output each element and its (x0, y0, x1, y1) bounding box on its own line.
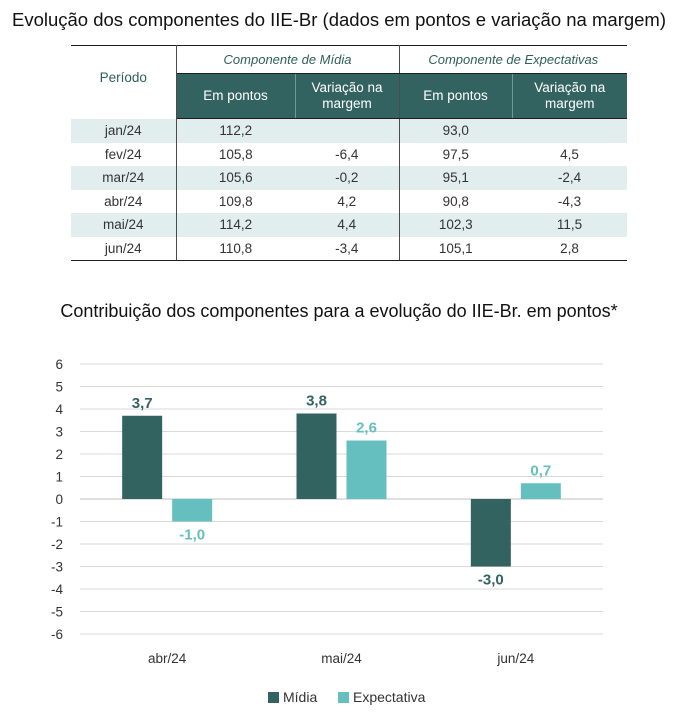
cell-periodo: jan/24 (71, 118, 177, 143)
y-tick-label: 0 (55, 492, 63, 507)
y-tick-label: 3 (55, 425, 63, 440)
cell-midia-variacao: 4,2 (295, 189, 400, 213)
cell-expectativas-variacao: 11,5 (512, 213, 628, 237)
cell-expectativas-variacao: -2,4 (512, 166, 628, 190)
y-tick-label: 5 (55, 380, 63, 395)
data-label: -3,0 (478, 572, 504, 589)
subheader-midia-em-pontos: Em pontos (175, 73, 295, 119)
table-row: abr/24 109,8 4,2 90,8 -4,3 (71, 189, 627, 213)
data-label: 0,7 (530, 462, 551, 479)
cell-expectativas-pontos: 97,5 (442, 146, 469, 162)
cell-midia-pontos: 105,6 (176, 166, 295, 190)
legend-label: Expectativa (353, 689, 426, 705)
cell-midia-pontos: 110,8 (176, 236, 295, 261)
y-tick-label: 6 (55, 357, 63, 372)
cell-expectativas-pontos: 105,1 (399, 236, 513, 261)
group-header-midia: Componente de Mídia (175, 45, 400, 74)
table-row: fev/24 105,8 -6,4 97,5 4,5 (71, 142, 627, 166)
data-label: 2,6 (356, 420, 377, 437)
legend-swatch (338, 692, 349, 703)
cell-expectativas-pontos: 90,8 (442, 193, 469, 209)
data-label: 3,7 (132, 395, 153, 412)
y-tick-label: -3 (51, 560, 63, 575)
chart-title: Contribuição dos componentes para a evol… (60, 301, 618, 321)
y-tick-label: -2 (51, 537, 63, 552)
period-header: Período (71, 45, 177, 119)
bar-expectativa (346, 440, 387, 499)
cell-midia-pontos: 112,2 (176, 118, 295, 143)
cell-expectativas-pontos: 102,3 (399, 213, 513, 237)
x-tick-label: mai/24 (321, 651, 362, 666)
bar-midia (470, 499, 511, 567)
cell-expectativas-pontos: 93,0 (399, 118, 513, 143)
cell-expectativas-variacao (512, 118, 628, 143)
data-label: -1,0 (179, 527, 205, 544)
bar-expectativa (520, 483, 561, 499)
y-tick-label: -4 (51, 582, 63, 597)
cell-midia-pontos: 105,8 (218, 146, 253, 162)
y-tick-label: -5 (51, 605, 63, 620)
components-table: Período Componente de Mídia Componente d… (71, 45, 628, 261)
cell-periodo: mai/24 (71, 213, 177, 237)
group-header-expectativas: Componente de Expectativas (399, 45, 628, 74)
cell-midia-pontos: 114,2 (176, 213, 295, 237)
cell-periodo: mar/24 (71, 166, 177, 190)
table-row: mai/24 114,2 4,4 102,3 11,5 (71, 213, 628, 237)
cell-periodo: abr/24 (71, 189, 177, 213)
bar-midia (122, 415, 163, 499)
y-tick-label: 1 (55, 470, 63, 485)
cell-midia-pontos: 109,8 (218, 193, 253, 209)
subheader-expectativas-variacao: Variação na margem (511, 73, 628, 119)
cell-midia-variacao: -3,4 (295, 236, 400, 261)
cell-expectativas-variacao: 2,8 (512, 236, 628, 261)
cell-expectativas-pontos: 95,1 (399, 166, 513, 190)
bar-expectativa (172, 499, 213, 522)
cell-expectativas-variacao: -4,3 (557, 193, 582, 209)
x-tick-label: abr/24 (148, 651, 187, 666)
y-tick-label: -1 (51, 515, 63, 530)
cell-midia-variacao (295, 118, 400, 143)
cell-midia-variacao: -0,2 (295, 166, 400, 190)
cell-periodo: fev/24 (71, 142, 177, 166)
cell-midia-variacao: -6,4 (295, 142, 400, 166)
cell-expectativas-variacao: 4,5 (560, 146, 579, 162)
y-tick-label: -6 (51, 627, 63, 642)
table-row: mar/24 105,6 -0,2 95,1 -2,4 (71, 166, 628, 190)
table-row: jun/24 110,8 -3,4 105,1 2,8 (71, 236, 628, 261)
bar-chart: 6 5 4 3 2 1 0 -1 -2 -3 -4 -5 -6 3,7 -1,0 abr/24 3,8 2,6 ma… (51, 357, 603, 705)
legend-swatch (268, 692, 279, 703)
subheader-expectativas-em-pontos: Em pontos (398, 73, 513, 119)
legend-label: Mídia (283, 689, 317, 705)
cell-midia-variacao: 4,4 (295, 213, 400, 237)
table-title: Evolução dos componentes do IIE-Br (dado… (11, 9, 666, 30)
subheader-midia-variacao: Variação na margem (294, 73, 400, 119)
y-tick-label: 2 (55, 447, 63, 462)
data-label: 3,8 (306, 393, 327, 410)
x-tick-label: jun/24 (496, 651, 534, 666)
cell-periodo: jun/24 (71, 236, 177, 261)
bar-midia (296, 413, 337, 499)
table-row: jan/24 112,2 93,0 (71, 118, 628, 143)
y-tick-label: 4 (55, 402, 63, 417)
